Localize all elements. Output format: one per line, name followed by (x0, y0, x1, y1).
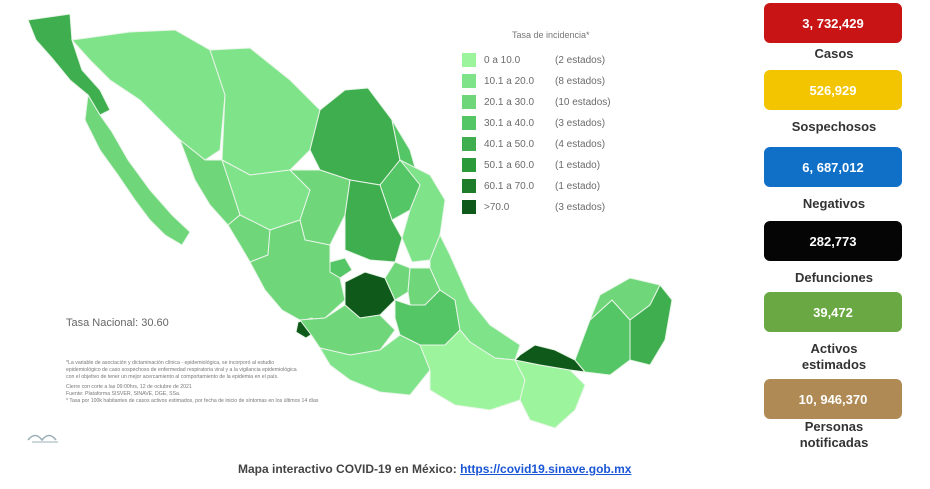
stat-label: Defunciones (794, 270, 873, 285)
legend-swatch (462, 95, 476, 109)
legend-title: Tasa de incidencia* (512, 30, 590, 40)
legend-item: 60.1 a 70.0 (1 estado) (462, 179, 662, 196)
legend-swatch (462, 137, 476, 151)
chihuahua (209, 47, 321, 176)
footer-text: Mapa interactivo COVID-19 en México: (238, 462, 461, 476)
michoacan (299, 304, 396, 356)
stat-label: Activos estimados (801, 341, 867, 372)
legend-swatch (462, 200, 476, 214)
mexico-incidence-map (27, 13, 673, 429)
jalisco (249, 219, 346, 321)
legend-range: 60.1 a 70.0 (484, 181, 535, 192)
quintana-roo (629, 284, 673, 366)
legend-range: 10.1 a 20.0 (484, 76, 535, 87)
note-line: con el objetivo de tener un mejor acerca… (66, 374, 279, 380)
legend-item: 30.1 a 40.0 (3 estados) (462, 116, 662, 133)
legend-item: 0 a 10.0 (2 estados) (462, 53, 662, 70)
stat-value: 6, 687,012 (764, 147, 902, 187)
legend-count: (10 estados) (555, 97, 611, 108)
legend-count: (1 estado) (555, 160, 601, 171)
stat-value: 39,472 (764, 292, 902, 332)
stat-value: 10, 946,370 (764, 379, 902, 419)
legend-count: (2 estados) (555, 55, 606, 66)
legend-count: (3 estados) (555, 118, 606, 129)
baja-california (27, 13, 111, 116)
map-notes: *La variable de asociación y dictaminaci… (66, 360, 436, 405)
legend-item: 40.1 a 50.0 (4 estados) (462, 137, 662, 154)
national-rate: Tasa Nacional: 30.60 (66, 317, 169, 329)
note-line: *La variable de asociación y dictaminaci… (66, 360, 275, 366)
legend-count: (4 estados) (555, 139, 606, 150)
tamaulipas (399, 159, 446, 263)
stat-label: Sospechosos (791, 119, 877, 134)
legend-item: 10.1 a 20.0 (8 estados) (462, 74, 662, 91)
stat-value: 3, 732,429 (764, 3, 902, 43)
legend-range: 0 a 10.0 (484, 55, 521, 66)
legend-swatch (462, 158, 476, 172)
legend-item: >70.0 (3 estados) (462, 200, 662, 217)
legend-range: 30.1 a 40.0 (484, 118, 535, 129)
coahuila (309, 87, 401, 186)
legend-item: 20.1 a 30.0 (10 estados) (462, 95, 662, 112)
legend-range: 20.1 a 30.0 (484, 97, 535, 108)
legend-range: 50.1 a 60.0 (484, 160, 535, 171)
stat-value: 282,773 (764, 221, 902, 261)
note-line: * Tasa por 100k habitantes de casos acti… (66, 398, 319, 404)
legend-count: (8 estados) (555, 76, 606, 87)
note-line: epidemiológico de caso sospechoso de enf… (66, 367, 297, 373)
legend-count: (3 estados) (555, 202, 606, 213)
legend-range: >70.0 (484, 202, 510, 213)
legend-swatch (462, 74, 476, 88)
footer-link[interactable]: https://covid19.sinave.gob.mx (460, 462, 632, 476)
logo-icon (27, 434, 58, 443)
note-line: Fuente: Plataforma SISVER, SINAVE, DGE, … (66, 391, 181, 397)
baja-california-sur (84, 93, 191, 246)
note-line: Cierre con corte a las 09:00hrs, 12 de o… (66, 384, 192, 390)
footer: Mapa interactivo COVID-19 en México: htt… (238, 462, 631, 476)
legend-count: (1 estado) (555, 181, 601, 192)
legend-swatch (462, 53, 476, 67)
legend-range: 40.1 a 50.0 (484, 139, 535, 150)
legend-swatch (462, 179, 476, 193)
stat-value: 526,929 (764, 70, 902, 110)
nuevo-leon (379, 119, 421, 221)
stat-label: Negativos (802, 196, 866, 211)
stat-label: Personas notificadas (799, 419, 869, 450)
stat-label: Casos (814, 46, 854, 61)
legend-swatch (462, 116, 476, 130)
legend-item: 50.1 a 60.0 (1 estado) (462, 158, 662, 175)
